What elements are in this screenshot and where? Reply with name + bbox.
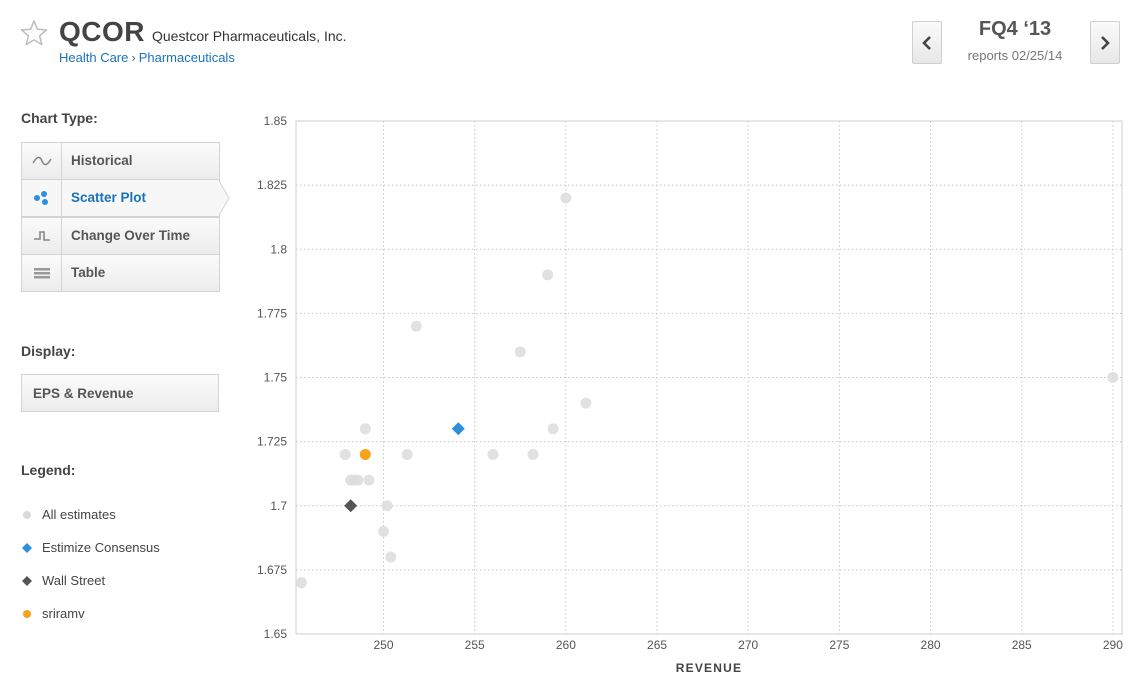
point-all-estimates[interactable] <box>363 474 375 486</box>
chart-type-historical[interactable]: Historical <box>21 142 220 180</box>
point-wall-street[interactable] <box>344 499 358 513</box>
x-tick-label: 270 <box>738 638 758 652</box>
data-points <box>295 192 1119 589</box>
wave-icon <box>31 156 52 166</box>
breadcrumb-sector-link[interactable]: Health Care <box>59 50 129 65</box>
x-tick-label: 250 <box>374 638 394 652</box>
y-tick-label: 1.8 <box>270 242 287 256</box>
y-tick-label: 1.725 <box>257 435 287 449</box>
point-all-estimates[interactable] <box>352 474 364 486</box>
chart-type-label-change-over-time: Change Over Time <box>71 228 191 243</box>
display-selector-button[interactable]: EPS & Revenue <box>21 374 219 412</box>
breadcrumb-separator: › <box>131 50 136 65</box>
legend-diamond-icon <box>22 543 32 553</box>
point-all-estimates[interactable] <box>359 423 371 435</box>
chart-type-label-scatter-plot: Scatter Plot <box>71 190 147 205</box>
point-all-estimates[interactable] <box>527 448 539 460</box>
point-all-estimates[interactable] <box>410 320 422 332</box>
legend-label-estimize-consensus: Estimize Consensus <box>42 540 160 555</box>
point-all-estimates[interactable] <box>295 577 307 589</box>
y-axis-ticks: 1.65 1.675 1.7 1.725 1.75 1.775 1.8 1.825 1.85 <box>257 114 287 641</box>
point-estimize-consensus[interactable] <box>451 422 465 436</box>
x-tick-label: 260 <box>556 638 576 652</box>
y-tick-label: 1.675 <box>257 563 287 577</box>
report-date: reports 02/25/14 <box>967 48 1063 63</box>
chart-type-table[interactable]: Table <box>21 254 220 292</box>
legend-circle-icon <box>23 610 31 618</box>
x-tick-label: 290 <box>1103 638 1123 652</box>
table-lines-icon <box>33 268 50 279</box>
x-axis-ticks: 250 255 260 265 270 275 280 285 290 <box>374 638 1124 652</box>
chart-grid <box>296 120 1122 635</box>
chart-type-label: Chart Type: <box>21 110 98 126</box>
point-all-estimates[interactable] <box>514 346 526 358</box>
x-tick-label: 255 <box>465 638 485 652</box>
x-tick-label: 280 <box>921 638 941 652</box>
scatter-dots-icon <box>33 191 48 205</box>
ticker-symbol: QCOR <box>59 16 145 47</box>
step-line-icon <box>33 231 50 241</box>
legend-label-all-estimates: All estimates <box>42 507 116 522</box>
point-all-estimates[interactable] <box>580 397 592 409</box>
display-label: Display: <box>21 343 76 359</box>
y-tick-label: 1.85 <box>264 114 288 128</box>
legend-label: Legend: <box>21 462 76 478</box>
chart-type-label-table: Table <box>71 265 106 280</box>
x-axis-title: REVENUE <box>676 661 742 675</box>
legend-label-wall-street: Wall Street <box>42 573 106 588</box>
fiscal-quarter-title: FQ4 ‘13 <box>978 18 1052 40</box>
x-tick-label: 265 <box>647 638 667 652</box>
y-tick-label: 1.75 <box>264 371 288 385</box>
legend-diamond-icon <box>22 576 32 586</box>
point-all-estimates[interactable] <box>339 448 351 460</box>
company-name: Questcor Pharmaceuticals, Inc. <box>152 28 347 44</box>
point-sriramv[interactable] <box>359 448 371 460</box>
point-all-estimates[interactable] <box>401 448 413 460</box>
point-all-estimates[interactable] <box>547 423 559 435</box>
y-tick-label: 1.65 <box>264 627 288 641</box>
point-all-estimates[interactable] <box>378 525 390 537</box>
x-tick-label: 285 <box>1012 638 1032 652</box>
x-tick-label: 275 <box>829 638 849 652</box>
next-quarter-button[interactable] <box>1090 21 1120 64</box>
active-pointer-arrow <box>218 179 230 217</box>
point-all-estimates[interactable] <box>385 551 397 563</box>
point-all-estimates[interactable] <box>542 269 554 281</box>
legend-label-sriramv: sriramv <box>42 606 85 621</box>
chart-type-change-over-time[interactable]: Change Over Time <box>21 217 220 255</box>
point-all-estimates[interactable] <box>487 448 499 460</box>
y-tick-label: 1.7 <box>270 499 287 513</box>
chevron-right-icon <box>1101 35 1110 50</box>
previous-quarter-button[interactable] <box>912 21 942 64</box>
y-tick-label: 1.775 <box>257 306 287 320</box>
chart-type-scatter-plot[interactable]: Scatter Plot <box>21 179 230 217</box>
chevron-left-icon <box>922 35 931 50</box>
breadcrumb: Health Care › Pharmaceuticals <box>59 50 235 65</box>
legend-circle-icon <box>23 511 31 519</box>
star-outline-icon[interactable] <box>20 19 48 47</box>
breadcrumb-industry-link[interactable]: Pharmaceuticals <box>138 50 235 65</box>
y-tick-label: 1.825 <box>257 178 287 192</box>
point-all-estimates[interactable] <box>560 192 572 204</box>
point-all-estimates[interactable] <box>381 500 393 512</box>
plot-area-border <box>295 120 1123 635</box>
chart-type-label-historical: Historical <box>71 153 133 168</box>
point-all-estimates[interactable] <box>1107 372 1119 383</box>
